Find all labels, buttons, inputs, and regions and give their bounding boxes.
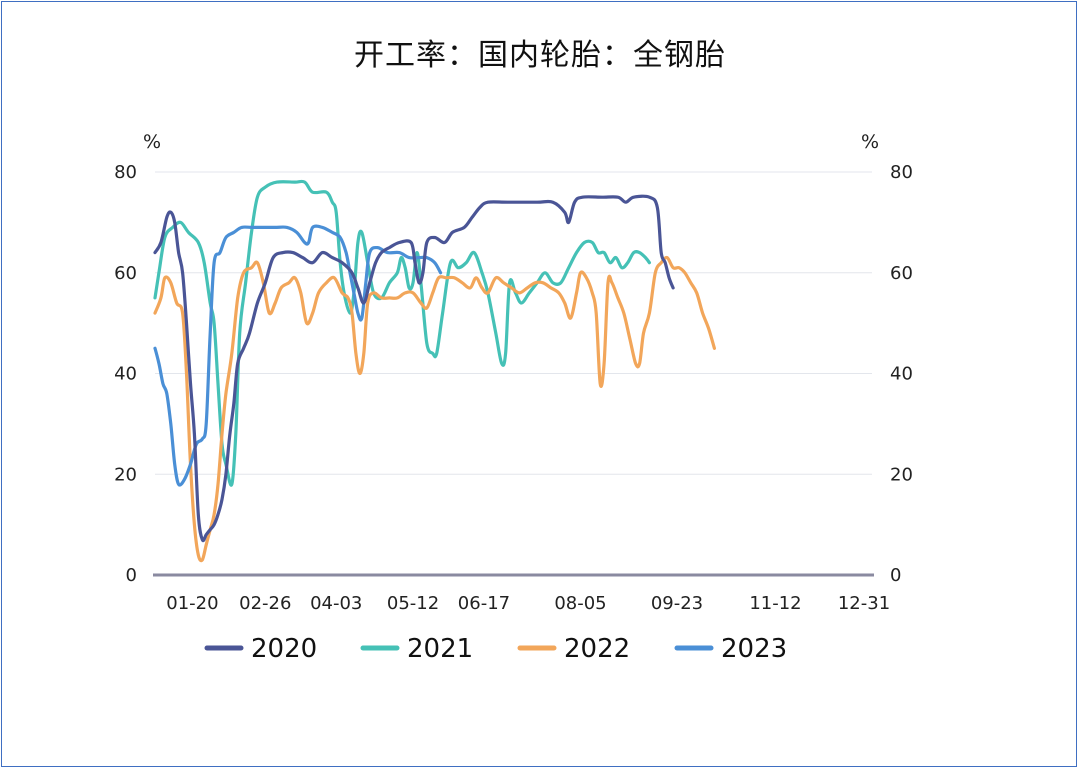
axes: 0 0 20 20 40 40 60 60 80 80% % 01-20 02-26 04-03 05-12…: [114, 131, 913, 614]
y-tick-right: 20: [890, 464, 913, 485]
y-tick-left: 80: [114, 162, 137, 183]
chart-title: 开工率：国内轮胎：全钢胎: [354, 38, 726, 73]
x-tick-label: 04-03: [310, 593, 362, 614]
y-unit-right: %: [861, 131, 879, 153]
x-tick-label: 02-26: [239, 593, 291, 614]
x-tick-label: 09-23: [651, 593, 703, 614]
legend-label-2021: 2021: [407, 634, 473, 664]
y-tick-left: 0: [126, 565, 137, 586]
y-tick-left: 40: [114, 364, 137, 385]
series-line-2021: [153, 179, 651, 487]
legend: 2020 2021 2022 2023: [204, 634, 787, 664]
x-tick-label: 01-20: [166, 593, 218, 614]
series-line-2020: [153, 194, 675, 543]
x-tick-label: 12-31: [838, 593, 890, 614]
y-tick-left: 60: [114, 263, 137, 284]
x-tick-label: 08-05: [554, 593, 606, 614]
y-unit-left: %: [143, 131, 161, 153]
x-tick-label: 06-17: [458, 593, 510, 614]
y-tick-left: 20: [114, 464, 137, 485]
legend-label-2022: 2022: [564, 634, 630, 664]
x-tick-label: 11-12: [749, 593, 801, 614]
series-line-2023: [153, 224, 443, 487]
y-tick-right: 0: [890, 565, 901, 586]
grid-lines: [155, 171, 872, 475]
y-tick-right: 60: [890, 263, 913, 284]
x-tick-label: 05-12: [387, 593, 439, 614]
y-tick-right: 40: [890, 364, 913, 385]
y-tick-right: 80: [890, 162, 913, 183]
legend-label-2023: 2023: [721, 634, 787, 664]
series-line-2022: [153, 255, 716, 563]
legend-label-2020: 2020: [251, 634, 317, 664]
series-group: [153, 179, 716, 563]
